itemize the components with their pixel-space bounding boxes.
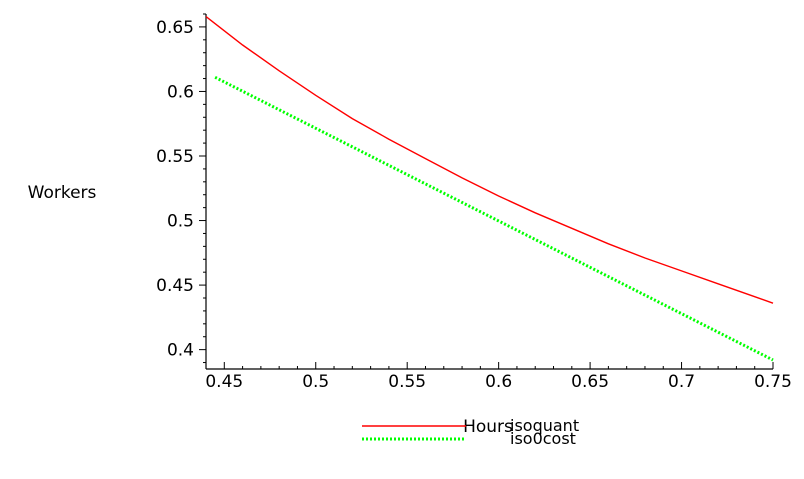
- legend-label: isoquant: [510, 416, 579, 435]
- y-tick-label: 0.6: [167, 82, 194, 102]
- y-axis-title: Workers: [28, 183, 97, 203]
- series-line-iso0cost: [214, 75, 774, 362]
- chart-axes: [205, 14, 773, 370]
- x-tick-label: 0.75: [754, 372, 792, 392]
- x-axis-ticks: 0.45 0.5 0.55 0.6 0.65 0.7 0.75: [205, 362, 792, 392]
- x-tick-label: 0.7: [668, 372, 695, 392]
- legend-label: iso0cost: [510, 429, 576, 448]
- y-axis-ticks: 0.4 0.45 0.5 0.55 0.6 0.65: [156, 13, 206, 364]
- y-tick-label: 0.4: [167, 341, 194, 361]
- y-tick-label: 0.65: [156, 18, 194, 38]
- x-tick-label: 0.65: [571, 372, 609, 392]
- series-line-isoquant: [205, 16, 774, 304]
- y-tick-label: 0.55: [156, 147, 194, 167]
- x-tick-label: 0.6: [485, 372, 512, 392]
- series-layer: [205, 16, 774, 362]
- x-tick-label: 0.45: [205, 372, 243, 392]
- x-axis-title: Hours: [463, 417, 513, 437]
- y-tick-label: 0.45: [156, 276, 194, 296]
- x-tick-label: 0.55: [388, 372, 426, 392]
- x-tick-label: 0.5: [302, 372, 329, 392]
- y-tick-label: 0.5: [167, 212, 194, 232]
